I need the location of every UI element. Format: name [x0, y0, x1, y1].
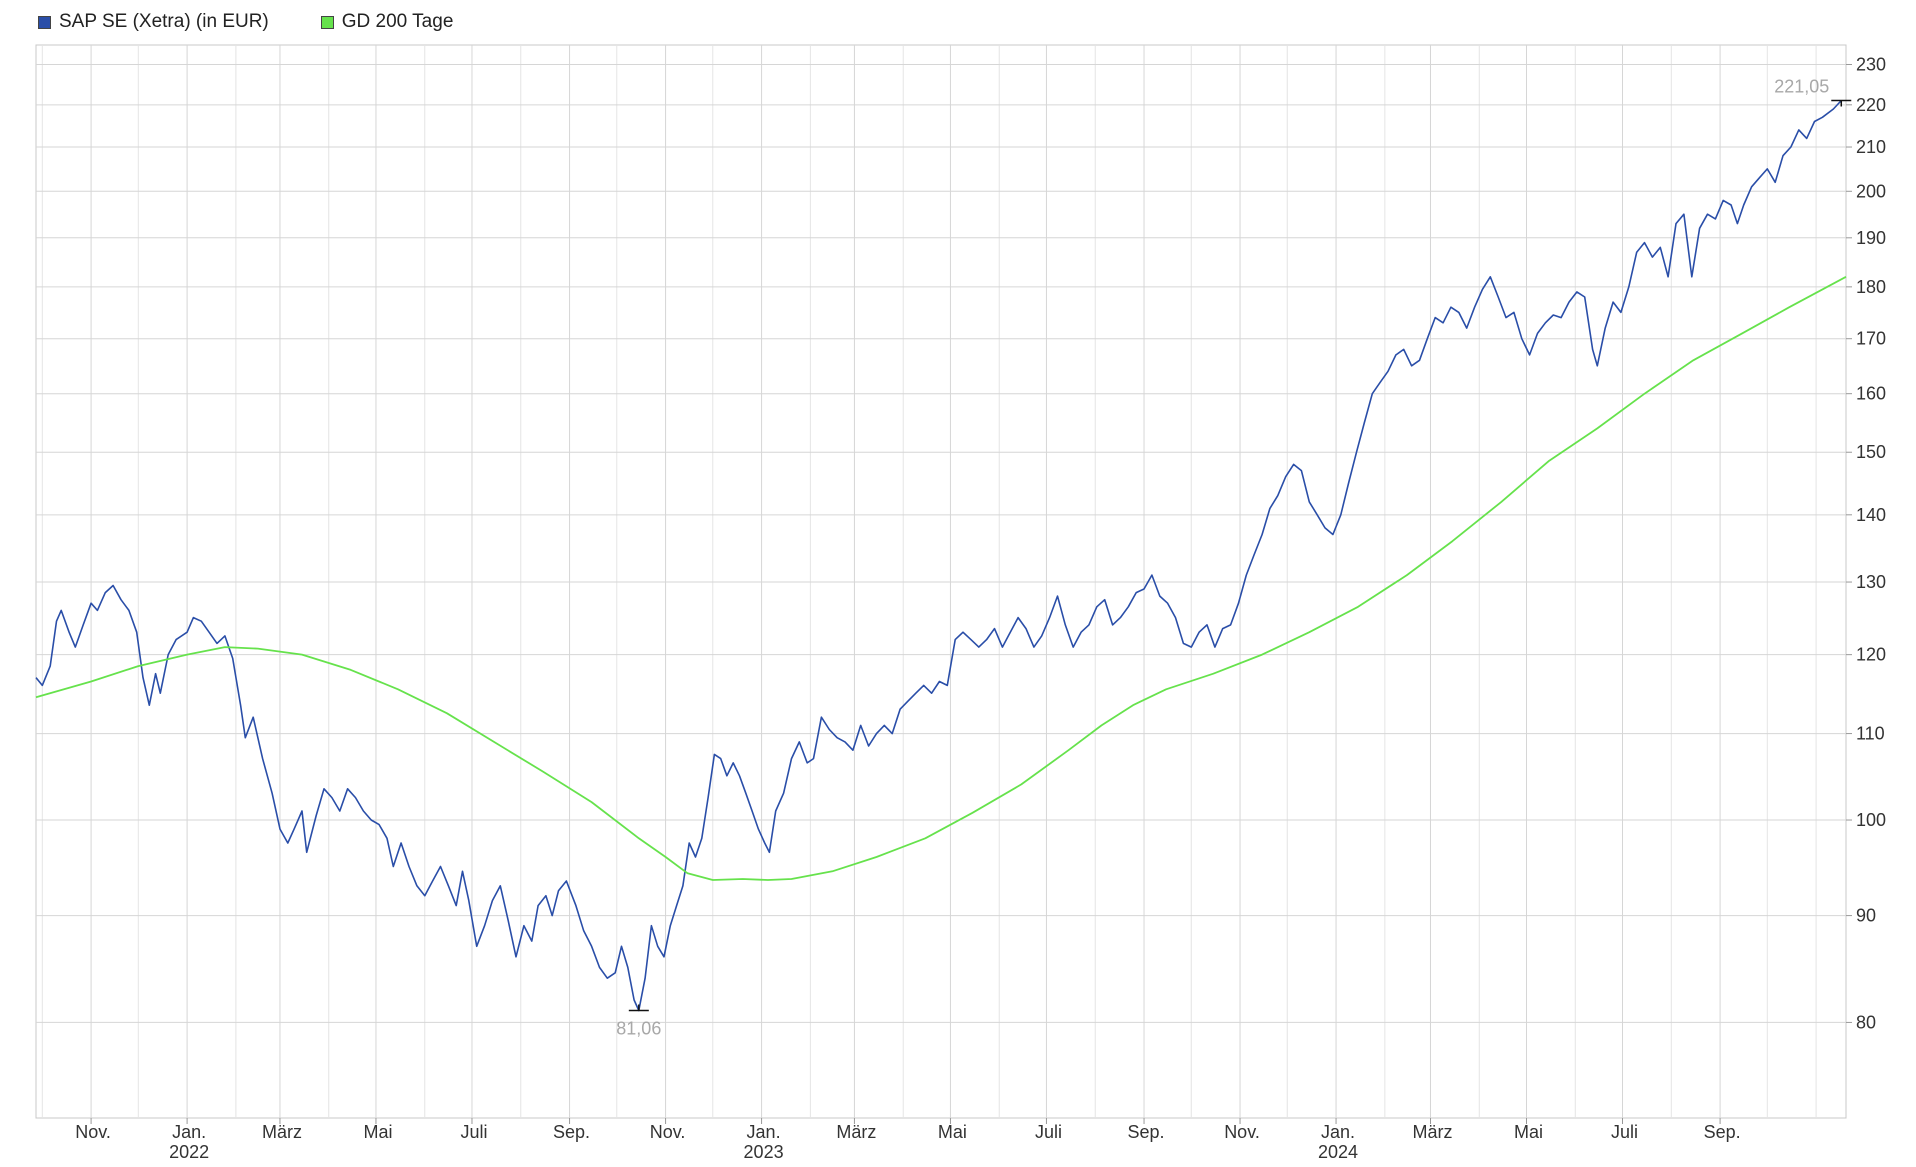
- x-tick-label: März: [1412, 1122, 1452, 1142]
- x-tick-year-label: 2023: [744, 1142, 784, 1162]
- legend-swatch-gd200: [320, 15, 334, 29]
- legend-item-gd200: GD 200 Tage: [320, 11, 454, 33]
- annotation-label-min: 81,06: [616, 1018, 661, 1038]
- x-tick-label: Sep.: [553, 1122, 590, 1142]
- x-tick-year-label: 2022: [169, 1142, 209, 1162]
- y-tick-label: 110: [1856, 724, 1885, 744]
- y-tick-label: 90: [1856, 906, 1876, 926]
- legend: SAP SE (Xetra) (in EUR) GD 200 Tage: [38, 11, 453, 33]
- x-tick-label: Nov.: [75, 1122, 111, 1142]
- x-tick-label: Sep.: [1128, 1122, 1165, 1142]
- y-tick-label: 200: [1856, 181, 1886, 201]
- x-tick-label: Sep.: [1704, 1122, 1741, 1142]
- x-tick-label: Mai: [938, 1122, 967, 1142]
- x-tick-label: Jan.: [747, 1122, 781, 1142]
- y-tick-label: 230: [1856, 55, 1886, 75]
- series-line-sap: [35, 99, 1842, 1012]
- x-tick-label: Mai: [1514, 1122, 1543, 1142]
- x-tick-label: Nov.: [1224, 1122, 1260, 1142]
- y-tick-label: 130: [1856, 572, 1886, 592]
- x-tick-year-label: 2024: [1318, 1142, 1358, 1162]
- legend-label-sap: SAP SE (Xetra) (in EUR): [59, 11, 269, 32]
- y-tick-label: 180: [1856, 277, 1886, 297]
- legend-label-gd200: GD 200 Tage: [341, 11, 454, 32]
- y-tick-label: 160: [1856, 384, 1886, 404]
- y-tick-label: 220: [1856, 95, 1886, 115]
- x-tick-label: Jan.: [1321, 1122, 1355, 1142]
- y-tick-label: 100: [1856, 810, 1886, 830]
- series-line-gd200: [35, 276, 1847, 881]
- plot-frame: [35, 44, 1847, 1119]
- x-tick-label: März: [262, 1122, 302, 1142]
- x-tick-label: Mai: [363, 1122, 392, 1142]
- x-tick-label: Jan.: [172, 1122, 206, 1142]
- x-tick-label: Juli: [460, 1122, 487, 1142]
- y-tick-label: 80: [1856, 1012, 1876, 1032]
- y-tick-label: 120: [1856, 645, 1886, 665]
- x-tick-label: Nov.: [650, 1122, 686, 1142]
- y-tick-label: 190: [1856, 228, 1886, 248]
- y-tick-label: 150: [1856, 442, 1886, 462]
- legend-item-sap: SAP SE (Xetra) (in EUR): [38, 11, 269, 33]
- x-tick-label: März: [836, 1122, 876, 1142]
- y-tick-label: 170: [1856, 329, 1886, 349]
- y-tick-label: 210: [1856, 137, 1886, 157]
- x-tick-label: Juli: [1035, 1122, 1062, 1142]
- annotation-label-max: 221,05: [1774, 77, 1829, 97]
- legend-swatch-sap: [38, 15, 51, 29]
- y-tick-label: 140: [1856, 505, 1886, 525]
- x-tick-label: Juli: [1611, 1122, 1638, 1142]
